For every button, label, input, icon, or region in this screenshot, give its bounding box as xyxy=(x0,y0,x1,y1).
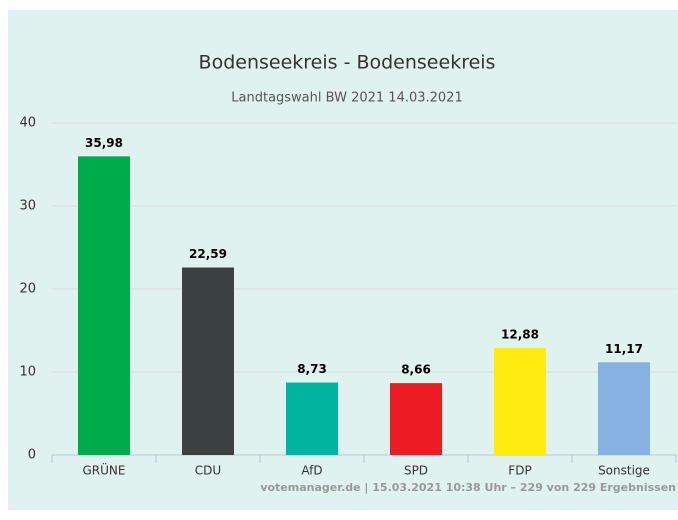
x-tick-label: CDU xyxy=(195,464,221,478)
bar xyxy=(494,348,546,455)
x-tick-label: AfD xyxy=(301,464,322,478)
bar xyxy=(182,267,234,455)
value-label: 11,17 xyxy=(605,342,643,356)
x-tick-label: FDP xyxy=(508,464,531,478)
x-tick-label: GRÜNE xyxy=(83,462,126,478)
bar xyxy=(390,383,442,455)
bar xyxy=(598,362,650,455)
bar xyxy=(286,382,338,455)
value-label: 35,98 xyxy=(85,136,123,150)
chart-subtitle: Landtagswahl BW 2021 14.03.2021 xyxy=(231,91,462,106)
y-tick-label: 40 xyxy=(19,116,36,131)
x-tick-label: Sonstige xyxy=(598,464,650,478)
value-label: 8,73 xyxy=(297,362,327,376)
value-label: 22,59 xyxy=(189,247,227,261)
chart-title: Bodenseekreis - Bodenseekreis xyxy=(199,52,496,74)
y-tick-label: 0 xyxy=(28,448,36,463)
value-label: 8,66 xyxy=(401,363,431,377)
value-label: 12,88 xyxy=(501,328,539,342)
credit: votemanager.de | 15.03.2021 10:38 Uhr – … xyxy=(260,481,676,494)
y-tick-label: 20 xyxy=(19,282,36,297)
x-tick-label: SPD xyxy=(404,464,428,478)
y-tick-label: 30 xyxy=(19,199,36,214)
bar xyxy=(78,156,130,455)
y-tick-label: 10 xyxy=(19,365,36,380)
